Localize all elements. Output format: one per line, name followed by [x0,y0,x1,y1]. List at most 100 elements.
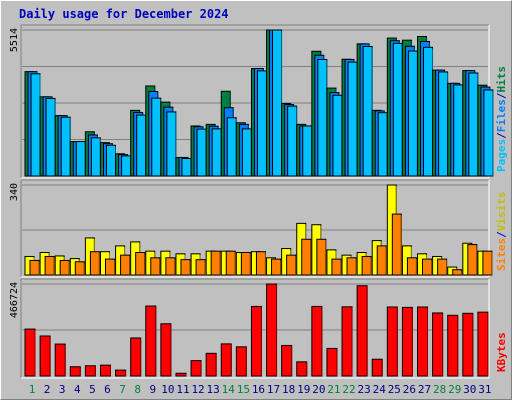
ylabel-part-kbytes: KBytes [495,332,508,372]
ylabel-visits_sites: Sites/Visits [495,192,508,272]
bar-sites-day-6 [104,258,115,276]
bar-kbytes-day-10 [160,323,172,377]
bar-kbytes-day-16 [250,305,262,377]
chart-title: Daily usage for December 2024 [19,7,229,21]
day-label-15: 15 [237,383,250,396]
bar-pages-day-28 [438,71,449,177]
ymax-label-kbytes: 466724 [9,282,20,318]
bar-sites-day-1 [29,259,40,276]
panel-visits_sites: 340 Sites/Visits [9,179,508,278]
bar-sites-day-9 [150,257,161,276]
bar-sites-day-30 [467,244,478,276]
bar-kbytes-day-6 [99,364,111,377]
day-label-27: 27 [418,383,431,396]
bar-sites-day-8 [135,252,146,276]
bar-pages-day-30 [468,72,479,177]
ymax-label-hits_files_pages: 5514 [9,28,20,52]
day-label-31: 31 [478,383,491,396]
bar-pages-day-17 [272,29,283,177]
day-label-19: 19 [297,383,310,396]
day-label-8: 8 [134,383,141,396]
bar-kbytes-day-30 [462,312,474,377]
day-label-26: 26 [403,383,416,396]
bar-kbytes-day-5 [84,365,96,377]
bar-kbytes-day-26 [401,306,413,377]
day-label-3: 3 [59,383,66,396]
day-label-11: 11 [176,383,189,396]
bar-kbytes-day-21 [326,347,338,377]
day-label-10: 10 [161,383,174,396]
bar-pages-day-13 [211,128,222,177]
bar-kbytes-day-3 [54,343,66,377]
day-label-4: 4 [74,383,81,396]
bar-sites-day-29 [452,269,463,276]
ylabel-hits_files_pages: Pages/Files/Hits [495,66,508,172]
day-label-1: 1 [29,383,36,396]
bar-sites-day-25 [391,213,402,276]
day-label-2: 2 [44,383,51,396]
bar-kbytes-day-24 [371,358,383,377]
bar-sites-day-3 [59,259,70,276]
day-label-25: 25 [388,383,401,396]
bar-sites-day-17 [271,258,282,276]
bar-pages-day-14 [226,117,237,177]
bar-sites-day-19 [301,238,312,276]
bar-kbytes-day-13 [205,352,217,377]
bar-pages-day-2 [45,97,56,177]
bar-pages-day-31 [483,89,494,177]
bar-kbytes-day-14 [220,343,232,377]
bar-pages-day-15 [241,128,252,177]
bar-sites-day-24 [376,245,387,276]
bar-kbytes-day-8 [130,337,142,377]
bar-pages-day-6 [105,144,116,177]
ylabel-kbytes: KBytes [495,332,508,372]
ylabel-part-sep2: / [495,92,508,99]
bar-sites-day-16 [255,251,266,276]
bar-kbytes-day-7 [115,369,127,377]
day-label-28: 28 [433,383,446,396]
bar-kbytes-day-22 [341,306,353,377]
bar-sites-day-4 [74,261,85,276]
bar-sites-day-27 [422,258,433,276]
ylabel-part-sites: Sites [495,238,508,271]
bar-kbytes-day-2 [39,335,51,377]
bar-pages-day-4 [75,141,86,177]
bar-pages-day-19 [302,125,313,177]
panel-kbytes: 466724 KBytes [9,278,508,379]
bar-kbytes-day-19 [296,361,308,377]
bar-sites-day-5 [89,251,100,276]
bar-sites-day-23 [361,255,372,276]
bar-pages-day-21 [332,94,343,177]
bar-sites-day-18 [286,254,297,276]
day-label-21: 21 [327,383,340,396]
bar-kbytes-day-17 [266,283,278,377]
bar-kbytes-day-23 [356,285,368,377]
day-label-30: 30 [463,383,476,396]
bar-pages-day-10 [166,111,177,177]
bar-kbytes-day-31 [477,311,489,377]
ylabel-part-sep1: / [495,132,508,139]
ylabel-part-sep1: / [495,231,508,238]
day-label-14: 14 [222,383,236,396]
day-label-17: 17 [267,383,280,396]
bar-sites-day-26 [406,257,417,276]
bar-kbytes-day-12 [190,360,202,377]
day-label-20: 20 [312,383,325,396]
bar-kbytes-day-18 [281,344,293,377]
day-label-13: 13 [207,383,220,396]
bar-pages-day-27 [423,46,434,177]
bar-sites-day-22 [346,257,357,276]
bar-pages-day-12 [196,128,207,177]
bar-kbytes-day-27 [417,306,429,377]
day-label-12: 12 [191,383,204,396]
bar-sites-day-21 [331,258,342,276]
day-label-6: 6 [104,383,111,396]
bar-kbytes-day-11 [175,372,187,377]
day-label-9: 9 [149,383,156,396]
bar-sites-day-2 [44,255,55,276]
bar-sites-day-11 [180,259,191,276]
bar-kbytes-day-4 [69,366,81,377]
bar-pages-day-3 [60,116,71,177]
bar-sites-day-28 [437,258,448,276]
